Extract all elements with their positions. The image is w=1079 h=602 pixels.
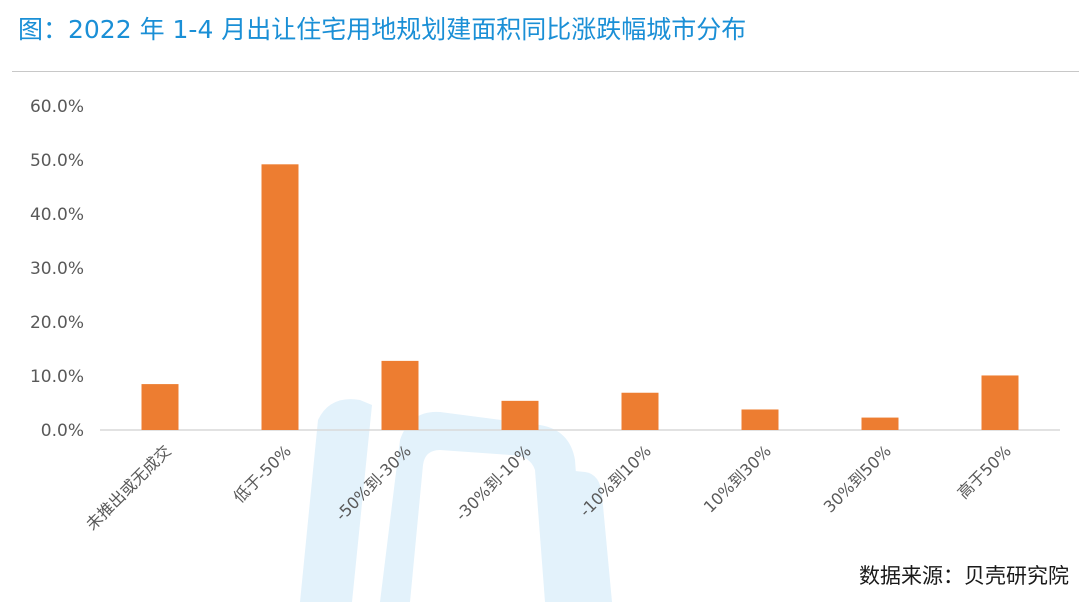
- x-tick-label: 高于50%: [954, 441, 1015, 502]
- y-tick-label: 0.0%: [41, 421, 84, 441]
- y-tick-label: 20.0%: [30, 313, 84, 333]
- y-tick-label: 50.0%: [30, 151, 84, 171]
- bar: [741, 409, 779, 430]
- x-tick-label: 10%到30%: [700, 441, 775, 516]
- y-tick-label: 60.0%: [30, 97, 84, 117]
- y-tick-label: 10.0%: [30, 367, 84, 387]
- title-divider: [12, 71, 1079, 72]
- bar: [861, 417, 899, 430]
- x-tick-label: 低于-50%: [230, 441, 295, 506]
- bar: [141, 384, 179, 430]
- y-tick-label: 40.0%: [30, 205, 84, 225]
- bar: [621, 392, 659, 430]
- bar: [501, 400, 539, 430]
- x-tick-label: 30%到50%: [820, 441, 895, 516]
- x-tick-label: -30%到-10%: [452, 441, 535, 524]
- bar: [981, 375, 1019, 430]
- y-tick-label: 30.0%: [30, 259, 84, 279]
- bar: [261, 164, 299, 430]
- chart-title: 图：2022 年 1-4 月出让住宅用地规划建面积同比涨跌幅城市分布: [18, 15, 747, 44]
- bar: [381, 360, 419, 430]
- data-source: 数据来源：贝壳研究院: [859, 564, 1069, 588]
- x-tick-label: -50%到-30%: [332, 441, 415, 524]
- x-tick-label: -10%到10%: [576, 441, 655, 520]
- x-tick-label: 未推出或无成交: [82, 441, 175, 534]
